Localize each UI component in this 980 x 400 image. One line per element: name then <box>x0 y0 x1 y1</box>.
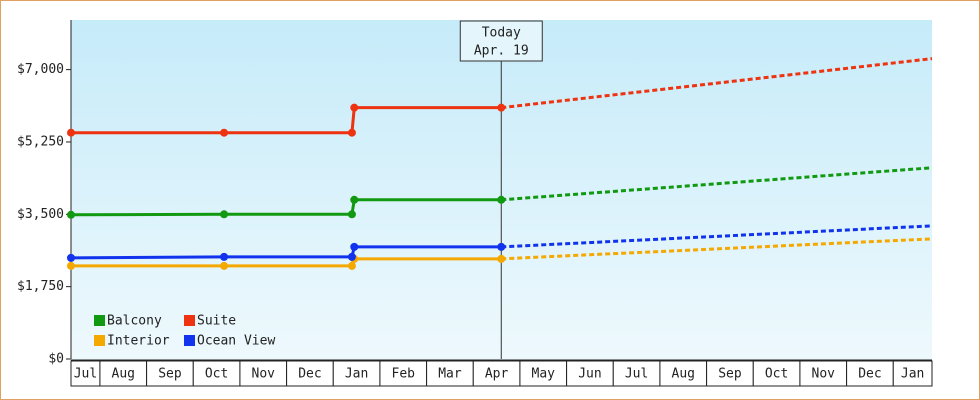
x-tick-label: Dec <box>858 367 881 382</box>
point <box>220 210 229 219</box>
point <box>497 195 506 204</box>
legend-label: Ocean View <box>197 334 275 349</box>
month-cell <box>192 360 241 387</box>
month-cell <box>659 360 708 387</box>
x-tick-label: Sep <box>158 367 182 382</box>
today-box <box>459 20 543 62</box>
x-tick-label: Jun <box>578 367 601 382</box>
month-cell <box>612 360 661 387</box>
point <box>497 254 506 263</box>
legend-label: Suite <box>197 314 236 329</box>
point <box>220 128 229 137</box>
x-tick-label: Oct <box>765 367 788 382</box>
month-cell <box>799 360 848 387</box>
x-tick-label: Sep <box>718 367 742 382</box>
point <box>67 210 75 219</box>
month-cell <box>519 360 568 387</box>
month-cell <box>426 360 474 387</box>
x-tick-label: Oct <box>205 367 228 382</box>
month-cell <box>332 360 381 387</box>
month-cell <box>706 360 754 387</box>
legend-swatch <box>184 315 195 326</box>
legend-swatch <box>94 335 105 346</box>
month-cell <box>892 360 933 387</box>
today-label: Today <box>482 26 521 41</box>
x-tick-label: Aug <box>112 367 135 382</box>
x-tick-label: Mar <box>438 367 462 382</box>
x-tick-label: Nov <box>812 367 836 382</box>
x-tick-label: Jul <box>74 367 97 382</box>
y-tick-label: $5,250 <box>17 134 64 149</box>
month-cell <box>846 360 894 387</box>
month-cell <box>99 360 148 387</box>
x-tick-label: Dec <box>298 367 321 382</box>
point <box>347 261 356 270</box>
x-tick-label: Feb <box>392 367 416 382</box>
x-tick-label: Jul <box>625 367 648 382</box>
month-cell <box>472 360 521 387</box>
point <box>347 210 356 219</box>
point <box>350 195 359 204</box>
y-tick-label: $1,750 <box>17 279 64 294</box>
forecast-line <box>501 57 933 110</box>
point <box>67 128 75 137</box>
today-label: Apr. 19 <box>474 44 529 59</box>
legend-label: Balcony <box>107 314 162 329</box>
point <box>347 252 356 261</box>
y-tick-label: $7,000 <box>17 62 64 77</box>
x-tick-label: Aug <box>672 367 695 382</box>
month-cell <box>146 360 194 387</box>
month-cell <box>239 360 288 387</box>
month-cell <box>752 360 801 387</box>
point <box>497 242 506 251</box>
point <box>350 242 359 251</box>
legend-label: Interior <box>107 334 170 349</box>
y-tick-label: $0 <box>48 352 64 367</box>
x-tick-label: Jan <box>345 367 368 382</box>
legend-swatch <box>94 315 105 326</box>
point <box>67 261 75 270</box>
y-tick-label: $3,500 <box>17 207 64 222</box>
point <box>67 253 75 262</box>
x-tick-label: Apr <box>485 367 509 382</box>
point <box>220 252 229 261</box>
x-tick-label: May <box>532 367 556 382</box>
month-cell <box>286 360 334 387</box>
point <box>350 103 359 112</box>
point <box>220 261 229 270</box>
month-cell <box>379 360 428 387</box>
x-tick-label: Nov <box>252 367 276 382</box>
legend-swatch <box>184 335 195 346</box>
point <box>497 103 506 112</box>
point <box>347 128 356 137</box>
x-tick-label: Jan <box>901 367 924 382</box>
